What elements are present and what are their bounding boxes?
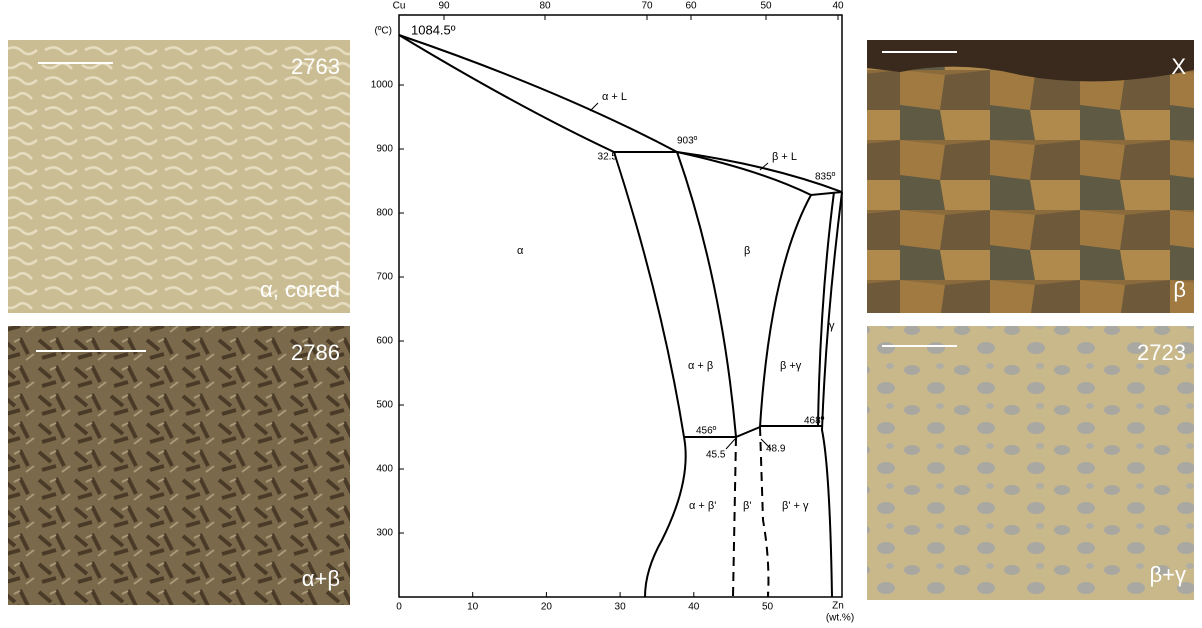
x-axis-label: (wt.%)	[826, 613, 854, 624]
y-tick-label: 500	[376, 400, 393, 411]
sample-id: 2763	[291, 54, 340, 79]
micrograph	[8, 40, 350, 313]
annotation: 48.9	[766, 444, 786, 455]
micrograph	[867, 326, 1194, 600]
y-tick-label: 1000	[371, 80, 394, 91]
annotation: α + β	[688, 360, 713, 372]
x-tick-label: 0	[396, 602, 402, 613]
micrograph	[867, 40, 1194, 313]
phase-label: α+β	[302, 566, 340, 591]
annotation: 903º	[677, 136, 698, 147]
top-tick-label: 70	[641, 1, 653, 12]
annotation: γ	[829, 320, 835, 332]
top-start-label: Cu	[393, 1, 406, 12]
x-tick-label: 40	[688, 602, 700, 613]
y-tick-label: 300	[376, 528, 393, 539]
top-tick-label: 80	[539, 1, 551, 12]
sample-id: 2723	[1137, 340, 1186, 365]
annotation: 32.5	[598, 152, 618, 163]
micrograph	[8, 326, 350, 605]
y-axis-label: (ºC)	[374, 26, 392, 37]
top-tick-label: 60	[685, 1, 697, 12]
sample-id: 2786	[291, 340, 340, 365]
annotation: β' + γ	[782, 500, 809, 512]
top-tick-label: 90	[438, 1, 450, 12]
annotation: 468º	[804, 416, 825, 427]
x-tick-label: 10	[467, 602, 479, 613]
phase-label: β+γ	[1149, 562, 1186, 587]
sample-id: X	[1171, 54, 1186, 79]
annotation: 45.5	[706, 450, 726, 461]
annotation: α + L	[602, 91, 627, 103]
annotation: β	[744, 245, 750, 257]
x-tick-label: 30	[615, 602, 627, 613]
phase-diagram: 1084.5º α + L 903º β + L 835º 32.5 α β γ…	[371, 1, 854, 624]
annotation: α + β'	[689, 500, 716, 512]
phase-label: α, cored	[260, 277, 340, 302]
y-tick-label: 700	[376, 272, 393, 283]
annotation: β + L	[772, 151, 797, 163]
phase-label: β	[1173, 277, 1186, 302]
x-tick-label: 50	[762, 602, 774, 613]
annotation: α	[517, 245, 524, 257]
y-tick-label: 400	[376, 464, 393, 475]
x-tick-label: 20	[541, 602, 553, 613]
annotation: 1084.5º	[411, 22, 456, 37]
annotation: β +γ	[780, 360, 802, 372]
top-tick-label: 50	[760, 1, 772, 12]
annotation: 456º	[696, 426, 717, 437]
annotation: 835º	[815, 172, 836, 183]
top-tick-label: 40	[832, 1, 844, 12]
y-tick-label: 800	[376, 208, 393, 219]
x-end-label: Zn	[832, 601, 844, 612]
page: 2763 α, cored 2786 α+β X β 2723 β+γ 1084…	[0, 0, 1202, 628]
annotation: β'	[743, 500, 751, 512]
figure: 2763 α, cored 2786 α+β X β 2723 β+γ 1084…	[0, 0, 1202, 628]
y-tick-label: 600	[376, 336, 393, 347]
y-tick-label: 900	[376, 144, 393, 155]
